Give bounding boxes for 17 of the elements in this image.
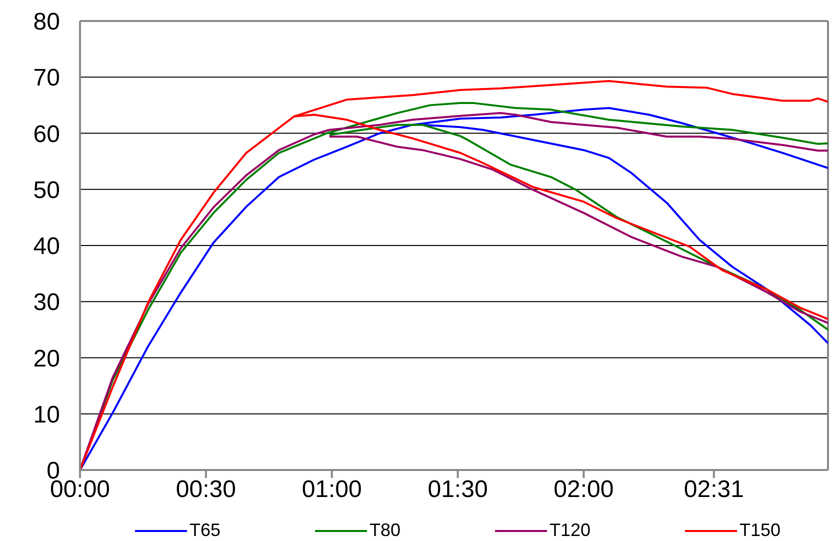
y-tick-label: 60 bbox=[33, 120, 60, 148]
y-tick-label: 50 bbox=[33, 176, 60, 204]
y-tick-label: 80 bbox=[33, 8, 60, 36]
x-tick-label: 01:00 bbox=[302, 476, 362, 504]
legend-label: T150 bbox=[739, 520, 781, 541]
legend-label: T65 bbox=[189, 520, 221, 541]
legend-label: T120 bbox=[549, 520, 591, 541]
y-tick-label: 10 bbox=[33, 401, 60, 428]
x-tick-label: 00:30 bbox=[176, 476, 236, 504]
x-tick-label: 01:30 bbox=[428, 476, 488, 504]
legend-label: T80 bbox=[369, 520, 401, 541]
y-tick-label: 20 bbox=[33, 345, 60, 372]
x-tick-label: 02:31 bbox=[684, 476, 744, 504]
y-tick-label: 40 bbox=[33, 233, 60, 260]
y-tick-label: 30 bbox=[33, 289, 60, 316]
y-tick-label: 70 bbox=[33, 64, 60, 92]
x-tick-label: 02:00 bbox=[554, 476, 614, 504]
